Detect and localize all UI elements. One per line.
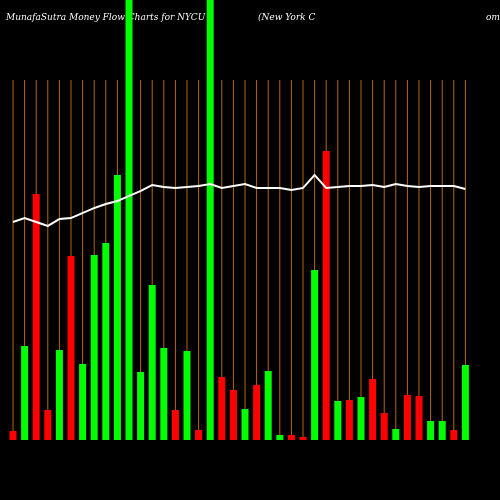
chart-subtitle: (New York C [258,12,315,23]
bar [241,409,249,440]
bar [380,413,388,440]
bar [21,346,29,440]
bar [79,364,87,440]
bar [322,151,330,440]
bar [125,0,133,440]
bar [67,256,75,440]
bar [137,372,145,440]
bar [415,396,423,440]
bar [55,350,63,440]
bar [427,421,435,440]
bar [32,194,40,440]
bar [90,255,98,440]
bar [276,435,284,440]
bar [287,435,295,440]
bar [44,410,52,440]
bar [102,243,110,440]
bar [160,348,168,440]
bar [369,379,377,440]
bar [183,351,191,440]
bar [403,395,411,440]
bar [334,401,342,440]
chart-title: MunafaSutra Money Flow Charts for NYCU [5,13,206,23]
bar [357,397,365,440]
bar [299,437,307,440]
bar [311,270,319,440]
bar [171,410,179,440]
bar [345,400,353,440]
bar [113,175,121,440]
bar [392,429,400,440]
chart-subtitle-tail: om [486,13,500,23]
bar [148,285,156,440]
bar [253,385,261,440]
bar [461,365,469,440]
bar [195,430,203,440]
bar [9,431,17,440]
bar [450,430,458,440]
bar [264,371,272,440]
bar [218,377,226,440]
money-flow-line [12,173,466,228]
bar [229,390,237,440]
bar [206,0,214,440]
bar [438,421,446,440]
